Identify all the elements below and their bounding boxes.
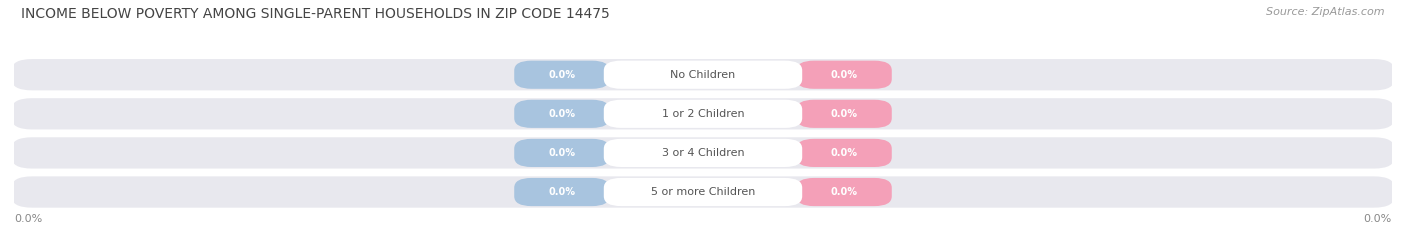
Text: 0.0%: 0.0% (831, 187, 858, 197)
Text: 0.0%: 0.0% (548, 187, 575, 197)
Text: Source: ZipAtlas.com: Source: ZipAtlas.com (1267, 7, 1385, 17)
Text: 5 or more Children: 5 or more Children (651, 187, 755, 197)
FancyBboxPatch shape (603, 100, 803, 128)
FancyBboxPatch shape (603, 178, 803, 206)
Text: 0.0%: 0.0% (831, 70, 858, 80)
FancyBboxPatch shape (603, 139, 803, 167)
FancyBboxPatch shape (603, 61, 803, 89)
Text: 0.0%: 0.0% (831, 148, 858, 158)
Text: 0.0%: 0.0% (14, 214, 42, 224)
FancyBboxPatch shape (797, 100, 891, 128)
FancyBboxPatch shape (797, 61, 891, 89)
FancyBboxPatch shape (797, 139, 891, 167)
FancyBboxPatch shape (515, 61, 609, 89)
Text: 0.0%: 0.0% (548, 70, 575, 80)
FancyBboxPatch shape (11, 98, 1395, 130)
FancyBboxPatch shape (11, 176, 1395, 208)
FancyBboxPatch shape (515, 100, 609, 128)
FancyBboxPatch shape (11, 59, 1395, 90)
FancyBboxPatch shape (797, 178, 891, 206)
FancyBboxPatch shape (515, 178, 609, 206)
FancyBboxPatch shape (11, 137, 1395, 168)
Text: 0.0%: 0.0% (1364, 214, 1392, 224)
Text: INCOME BELOW POVERTY AMONG SINGLE-PARENT HOUSEHOLDS IN ZIP CODE 14475: INCOME BELOW POVERTY AMONG SINGLE-PARENT… (21, 7, 610, 21)
Text: 3 or 4 Children: 3 or 4 Children (662, 148, 744, 158)
Text: 0.0%: 0.0% (548, 109, 575, 119)
Text: 0.0%: 0.0% (548, 148, 575, 158)
Text: 1 or 2 Children: 1 or 2 Children (662, 109, 744, 119)
Text: 0.0%: 0.0% (831, 109, 858, 119)
Text: No Children: No Children (671, 70, 735, 80)
FancyBboxPatch shape (515, 139, 609, 167)
